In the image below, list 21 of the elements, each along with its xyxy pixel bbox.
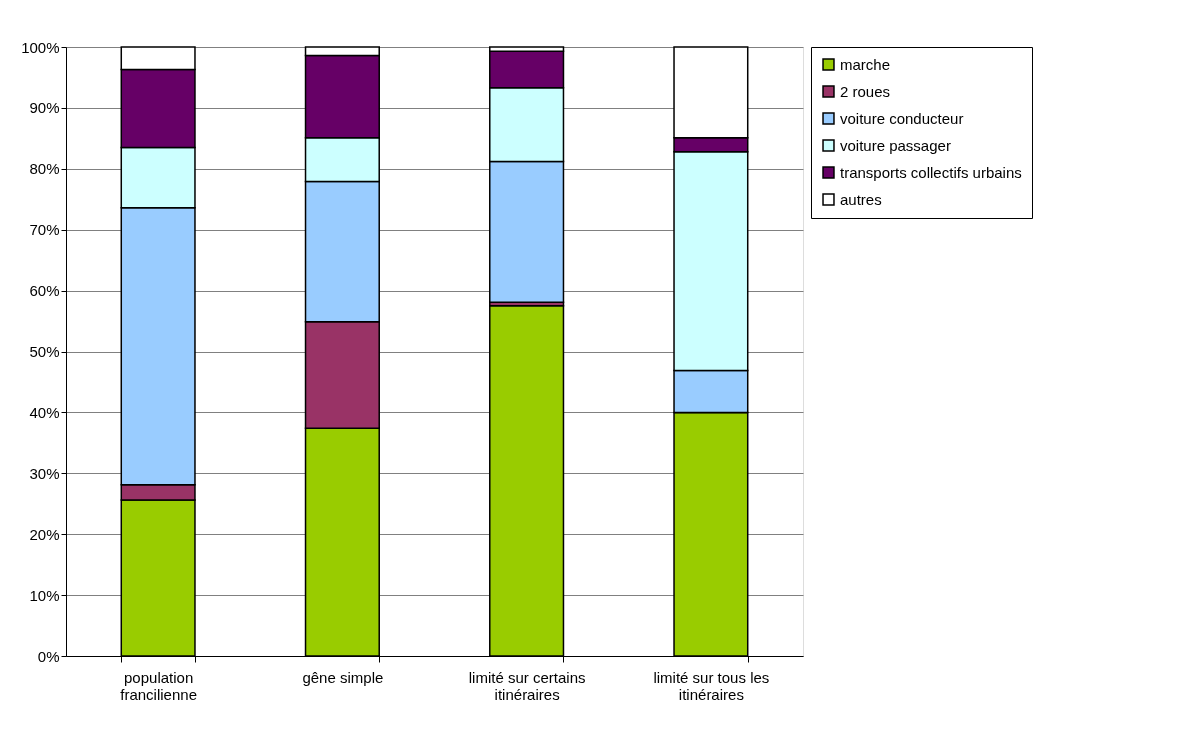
x-tick-label: limité sur tous les itinéraires	[653, 668, 770, 703]
y-tick-label: 100%	[21, 38, 60, 56]
y-tick-label: 0%	[37, 647, 60, 665]
y-tick-label: 10%	[29, 586, 60, 604]
y-tick-label: 90%	[29, 99, 60, 117]
legend-label: marche	[840, 55, 891, 73]
y-tick-label: 40%	[29, 403, 60, 421]
x-tick-label: limité sur certains itinéraires	[468, 668, 586, 703]
y-tick-label: 60%	[29, 282, 60, 300]
y-tick-label: 30%	[29, 464, 60, 482]
legend-label: transports collectifs urbains	[840, 163, 1022, 181]
y-tick-label: 20%	[29, 525, 60, 543]
legend-label: voiture conducteur	[840, 109, 964, 127]
y-tick-label: 50%	[29, 343, 60, 360]
x-tick-label: population francilienne	[120, 668, 197, 703]
y-tick-label: 80%	[29, 160, 60, 178]
x-tick-label: gêne simple	[302, 668, 384, 686]
legend-label: autres	[840, 190, 882, 208]
legend-label: voiture passager	[840, 136, 951, 154]
legend-label: 2 roues	[840, 82, 891, 100]
y-tick-label: 70%	[29, 221, 60, 239]
